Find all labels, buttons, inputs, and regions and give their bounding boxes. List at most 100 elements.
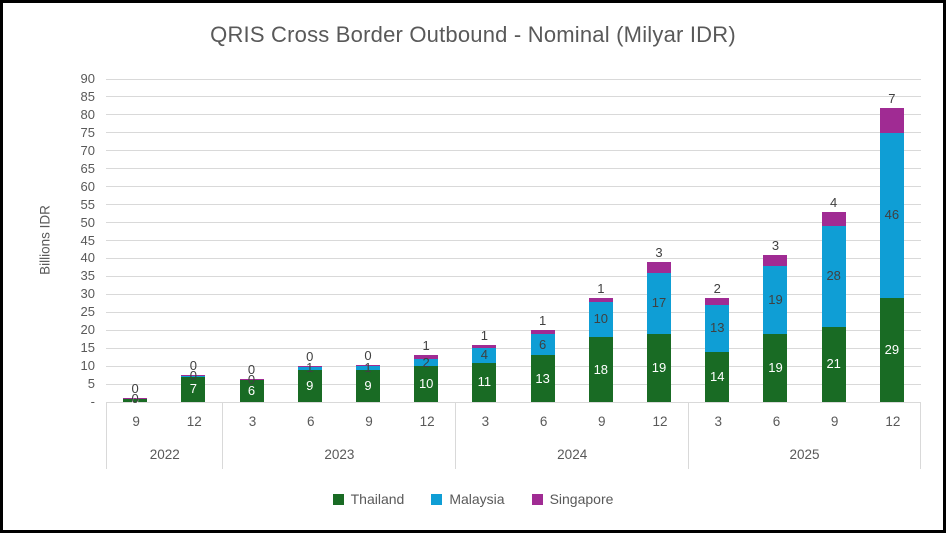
legend-item-thailand: Thailand: [332, 491, 405, 507]
singapore-data-label: 0: [189, 358, 197, 374]
legend-label: Thailand: [350, 491, 405, 507]
y-tick-label: 60: [80, 178, 95, 194]
malaysia-legend-swatch: [431, 493, 443, 505]
y-tick-label: 75: [80, 124, 95, 140]
singapore-data-label: 1: [597, 280, 605, 296]
x-axis: 9 12 2022 3 6 9 12 2023 3 6 9 12 2024 3 6 9 12 2025: [3, 3, 943, 530]
y-tick-label: -: [90, 394, 95, 409]
thailand-bar-segment: [355, 369, 380, 402]
singapore-data-label: 0: [247, 361, 256, 377]
singapore-bar-segment: [355, 365, 380, 367]
x-month-label: 9: [830, 414, 839, 429]
x-month-label: 6: [772, 414, 781, 429]
thailand-data-label: 11: [477, 374, 492, 390]
gridline: [106, 114, 921, 116]
y-axis-tick-labels: -5 10 15 20 25 30 35 40 45 50 55 60 65 70 75 80 85 90: [3, 3, 943, 530]
y-tick-label: 85: [80, 88, 95, 104]
y-tick-label: 70: [80, 142, 95, 158]
x-year-label: 2022: [149, 447, 180, 462]
x-year-label: 2025: [789, 447, 820, 462]
thailand-bar-segment: [239, 380, 264, 402]
thailand-data-label: 7: [189, 381, 197, 397]
x-month-label: 12: [652, 414, 668, 429]
plot-area: 0 0 0 7 0 0 6 0 0 9 1 0 9 1 0 10 2 1 11 4 1 13 6 1 18 10 1 19 17 3 14 1…: [3, 3, 943, 530]
malaysia-data-label: 17: [651, 295, 667, 311]
singapore-bar-segment: [705, 297, 730, 306]
thailand-legend-swatch: [332, 493, 344, 505]
singapore-data-label: 7: [888, 90, 896, 106]
y-tick-label: 25: [80, 304, 95, 320]
thailand-data-label: 6: [247, 383, 256, 399]
thailand-data-label: 10: [418, 376, 434, 392]
thailand-data-label: 19: [651, 359, 667, 375]
thailand-bar-segment: [821, 326, 846, 402]
malaysia-data-label: 1: [306, 359, 314, 375]
thailand-data-label: 21: [826, 356, 841, 372]
gridline: [106, 365, 921, 367]
y-tick-label: 65: [80, 160, 95, 176]
malaysia-data-label: 10: [593, 311, 609, 327]
gridline: [106, 96, 921, 98]
malaysia-bar-segment: [239, 379, 264, 381]
gridline: [106, 401, 921, 403]
y-tick-label: 50: [80, 214, 95, 230]
x-month-label: 3: [248, 414, 257, 429]
thailand-bar-segment: [705, 351, 730, 402]
malaysia-bar-segment: [181, 375, 206, 377]
malaysia-bar-segment: [647, 272, 672, 334]
malaysia-data-label: 0: [247, 371, 256, 387]
y-tick-label: 80: [80, 106, 95, 122]
x-month-label: 9: [598, 414, 606, 429]
thailand-bar-segment: [879, 297, 904, 402]
malaysia-bar-segment: [123, 398, 148, 400]
gridline: [106, 186, 921, 188]
singapore-bar-segment: [647, 262, 672, 273]
gridline: [106, 132, 921, 134]
singapore-bar-segment: [588, 297, 613, 302]
y-tick-label: 15: [80, 340, 95, 356]
thailand-bar-segment: [763, 333, 788, 402]
gridline: [106, 150, 921, 152]
x-month-label: 12: [419, 414, 435, 429]
gridline: [106, 383, 921, 385]
malaysia-data-label: 6: [538, 336, 547, 352]
gridline: [106, 275, 921, 277]
legend-item-singapore: Singapore: [531, 491, 613, 507]
thailand-data-label: 19: [768, 359, 783, 375]
y-tick-label: 20: [80, 322, 95, 338]
year-group: 3 6 9 12 2023: [222, 402, 455, 469]
singapore-bar-segment: [821, 211, 846, 227]
x-month-label: 12: [186, 414, 202, 429]
y-tick-label: 45: [80, 232, 95, 248]
legend-item-malaysia: Malaysia: [431, 491, 505, 507]
malaysia-bar-segment: [530, 333, 555, 356]
thailand-data-label: 9: [364, 377, 372, 393]
x-month-label: 9: [132, 414, 140, 429]
malaysia-data-label: 13: [710, 320, 725, 336]
malaysia-bar-segment: [879, 132, 904, 298]
thailand-bar-segment: [647, 333, 672, 402]
y-tick-label: 55: [80, 196, 95, 212]
y-tick-label: 40: [80, 250, 95, 266]
gridline: [106, 347, 921, 349]
chart-legend: Thailand Malaysia Singapore: [3, 487, 943, 511]
y-tick-label: 5: [87, 376, 95, 392]
malaysia-data-label: 2: [422, 354, 430, 370]
singapore-bar-segment: [879, 107, 904, 133]
malaysia-data-label: 1: [364, 359, 372, 375]
singapore-data-label: 0: [306, 348, 314, 364]
y-tick-label: 30: [80, 286, 95, 302]
thailand-bar-segment: [530, 355, 555, 402]
gridline: [106, 329, 921, 331]
singapore-data-label: 2: [713, 280, 721, 296]
gridline: [106, 311, 921, 313]
x-month-label: 6: [539, 414, 548, 429]
gridline: [106, 222, 921, 224]
y-tick-label: 35: [80, 268, 95, 284]
malaysia-data-label: 46: [884, 207, 900, 223]
singapore-data-label: 4: [830, 194, 838, 210]
singapore-bar-segment: [763, 254, 788, 266]
thailand-bar-segment: [414, 366, 439, 402]
singapore-bar-segment: [472, 344, 497, 349]
